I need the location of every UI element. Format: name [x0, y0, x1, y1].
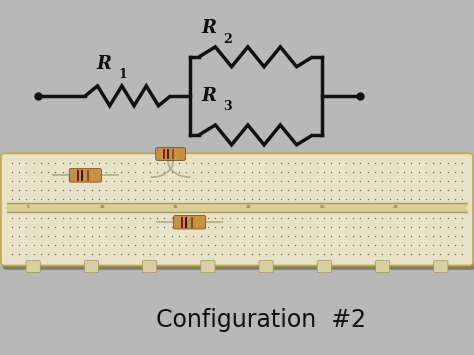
FancyBboxPatch shape	[2, 156, 474, 270]
Text: Configuration  #2: Configuration #2	[155, 307, 366, 332]
FancyBboxPatch shape	[155, 148, 185, 160]
FancyBboxPatch shape	[317, 261, 331, 273]
FancyBboxPatch shape	[434, 261, 448, 273]
FancyBboxPatch shape	[1, 153, 473, 266]
FancyBboxPatch shape	[201, 261, 215, 273]
Text: R: R	[201, 20, 216, 37]
Text: 3: 3	[223, 100, 232, 113]
Text: 15: 15	[173, 205, 178, 209]
Text: 5: 5	[27, 205, 30, 209]
Bar	[7, 203, 467, 212]
FancyBboxPatch shape	[259, 261, 273, 273]
FancyBboxPatch shape	[143, 261, 157, 273]
Text: 10: 10	[99, 205, 105, 209]
FancyBboxPatch shape	[26, 261, 40, 273]
FancyBboxPatch shape	[69, 169, 101, 182]
Text: 2: 2	[223, 33, 232, 45]
FancyBboxPatch shape	[375, 261, 390, 273]
Text: R: R	[201, 87, 216, 105]
Text: R: R	[97, 55, 112, 73]
Text: 25: 25	[319, 205, 325, 209]
Text: 1: 1	[119, 68, 128, 81]
Text: 20: 20	[246, 205, 252, 209]
FancyBboxPatch shape	[84, 261, 99, 273]
Text: 30: 30	[393, 205, 399, 209]
FancyBboxPatch shape	[173, 215, 206, 229]
